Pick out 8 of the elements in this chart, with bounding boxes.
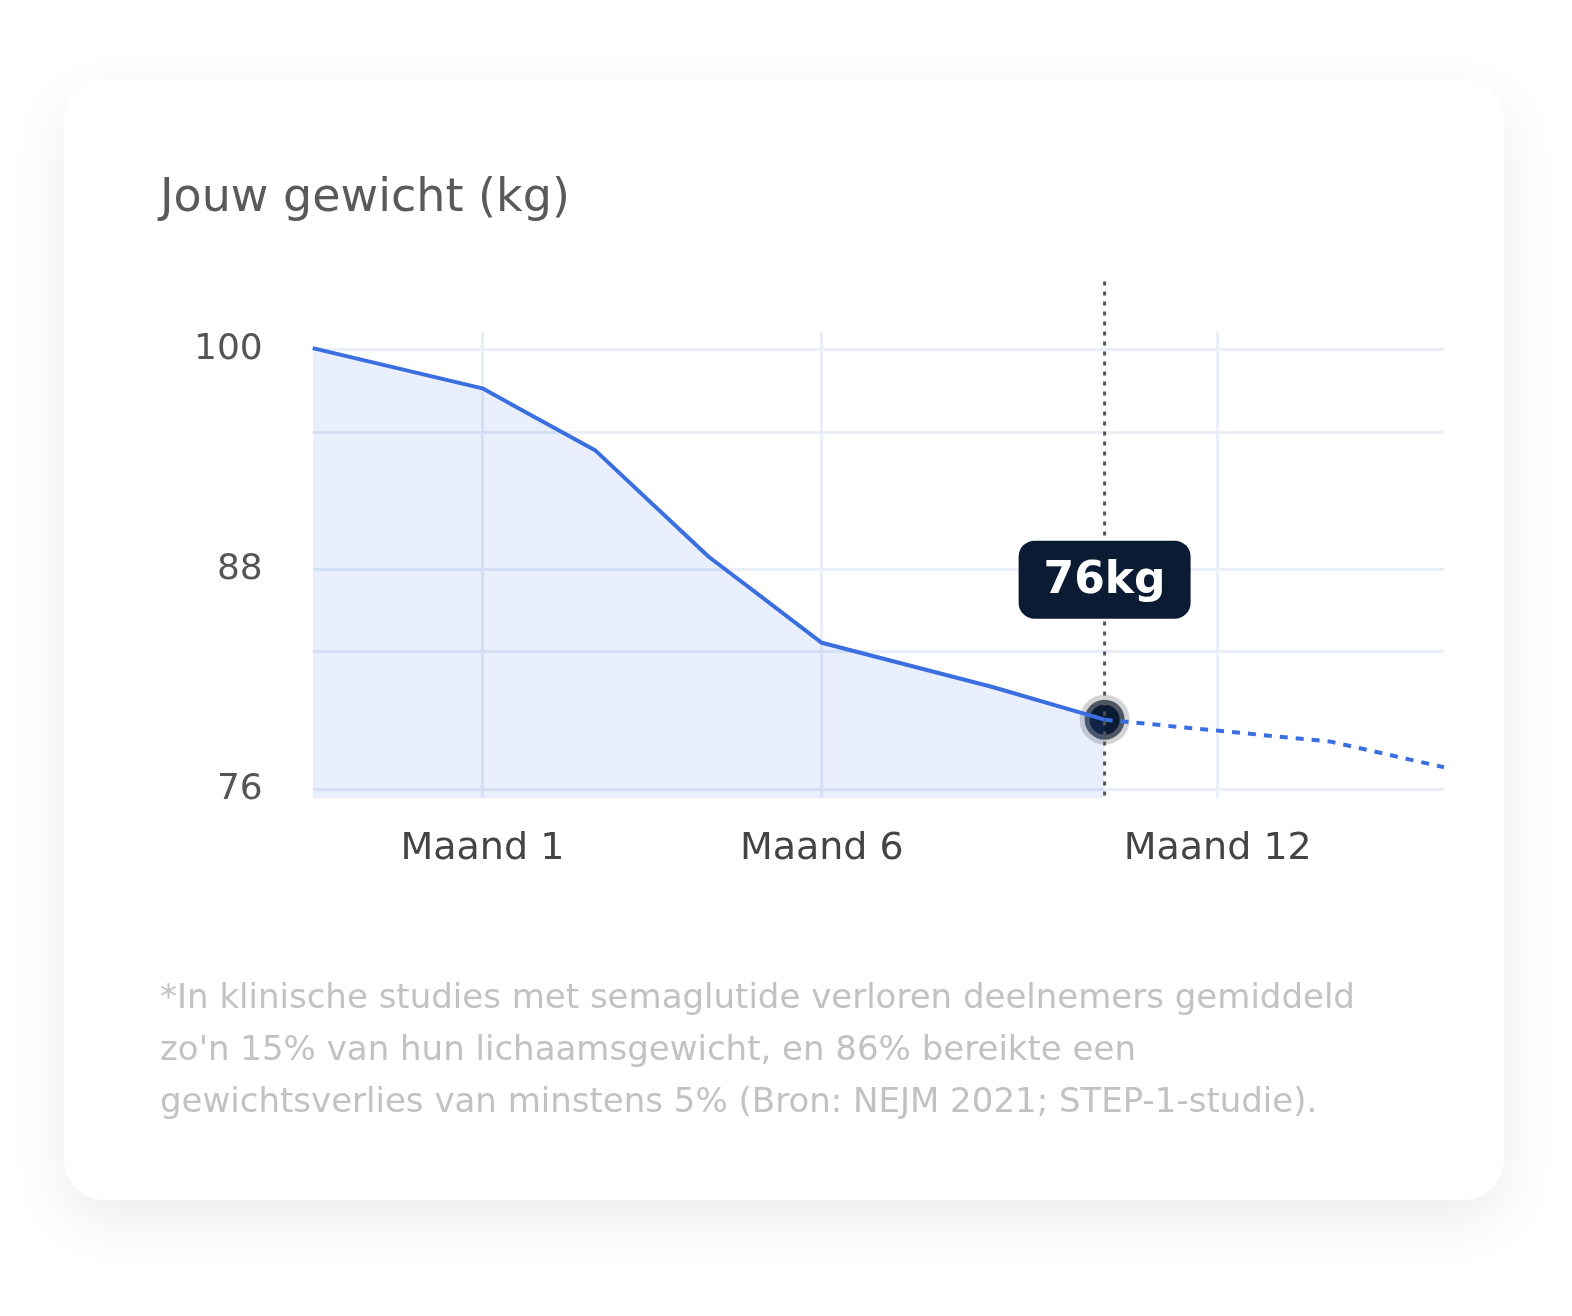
x-tick-label: Maand 6	[739, 824, 904, 869]
y-tick-label: 100	[193, 326, 263, 368]
x-tick-label: Maand 12	[1123, 824, 1312, 869]
x-tick-label: Maand 1	[400, 824, 565, 869]
y-tick-label: 88	[216, 545, 263, 587]
y-tick-label: 76	[216, 765, 263, 807]
annotation: 76kg	[1043, 552, 1166, 604]
text: *In klinische studies met semaglutide verloren deelnemers gemiddeld zo'n 15% van hun lichaamsgewicht, en 86% bereikte een gewichtsverlies van minstens 5% (Bron: NEJM 2021; STEP-1-studie).	[160, 975, 1356, 1122]
